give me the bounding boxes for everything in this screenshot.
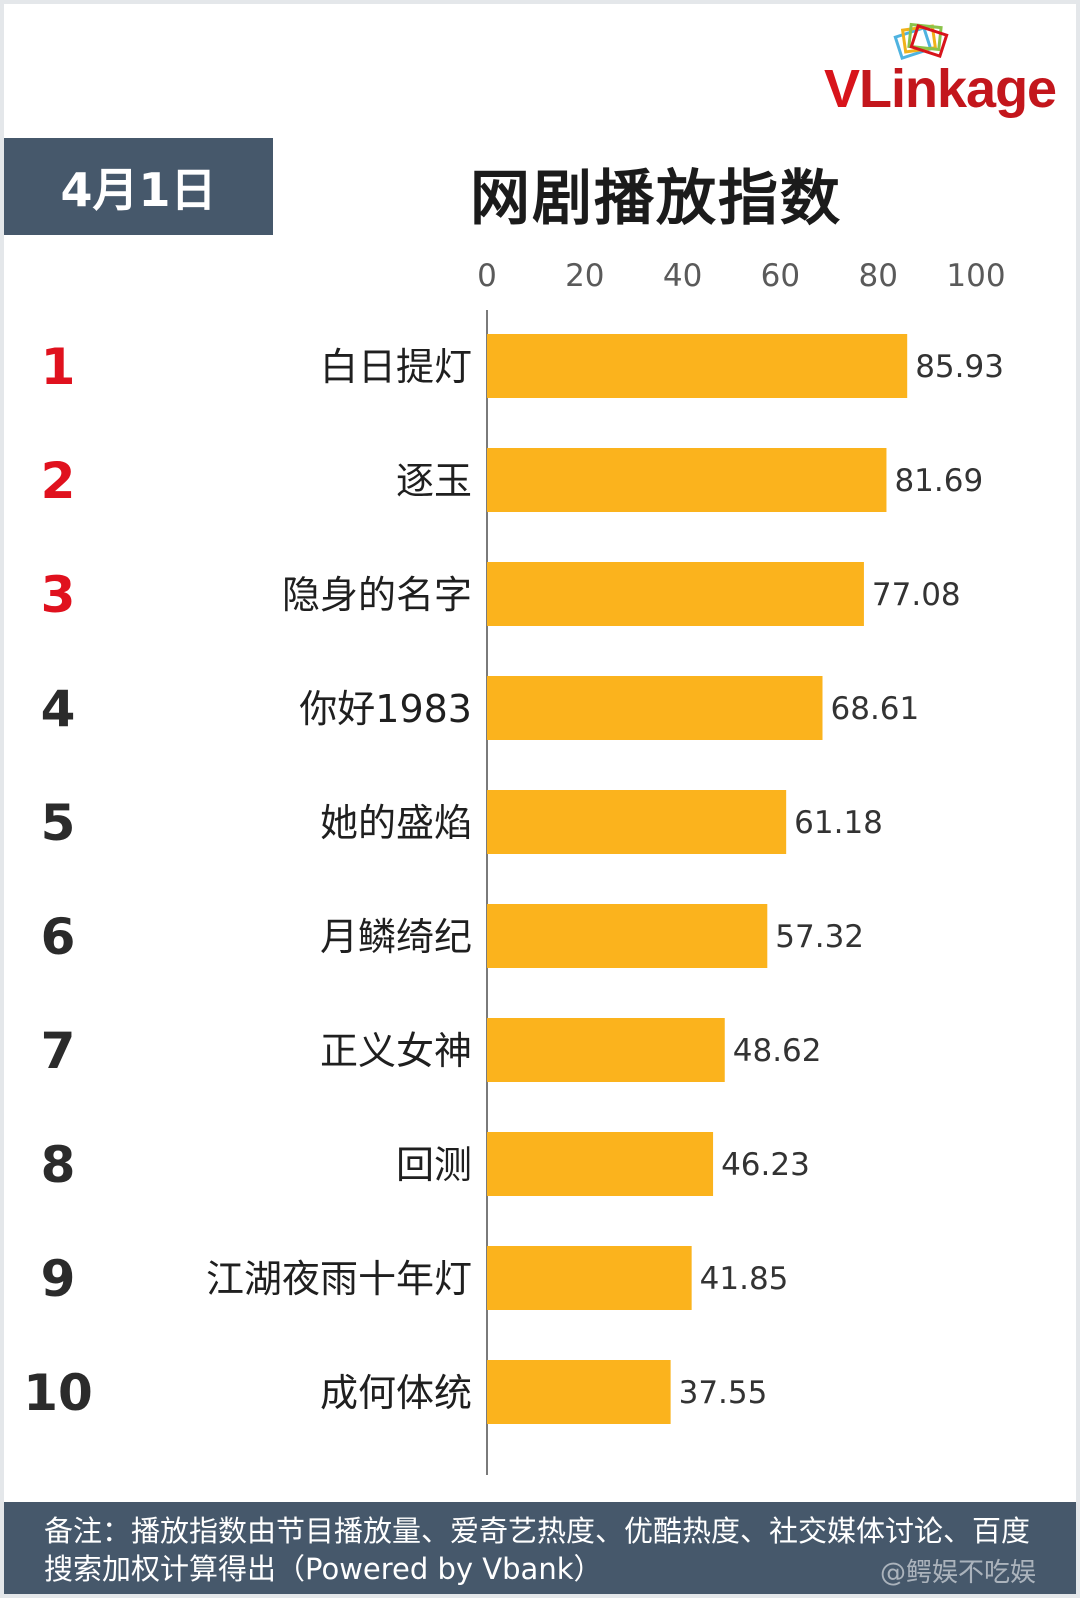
vlinkage-logo: VLinkage [820,20,1070,120]
chart-row: 2 逐玉 81.69 [41,448,983,512]
footer-note: 备注：播放指数由节目播放量、爱奇艺热度、优酷热度、社交媒体讨论、百度搜索加权计算… [44,1514,1031,1586]
bar [487,1018,725,1082]
chart-row: 8 回测 46.23 [41,1132,810,1196]
rank-label: 9 [41,1250,76,1308]
value-label: 46.23 [721,1147,810,1183]
x-tick-label: 20 [565,258,604,294]
category-label: 逐玉 [396,459,472,503]
chart-row: 5 她的盛焰 61.18 [41,790,883,854]
category-label: 回测 [396,1143,472,1187]
bar [487,790,787,854]
chart-row: 3 隐身的名字 77.08 [41,562,961,626]
chart-row: 10 成何体统 37.55 [23,1360,767,1424]
value-label: 57.32 [775,919,864,955]
bar [487,1360,671,1424]
footer-note-panel: 备注：播放指数由节目播放量、爱奇艺热度、优酷热度、社交媒体讨论、百度搜索加权计算… [4,1502,1076,1594]
rank-label: 1 [41,338,76,396]
value-label: 61.18 [794,805,883,841]
rank-label: 8 [41,1136,76,1194]
rank-label: 7 [41,1022,76,1080]
chart-row: 1 白日提灯 85.93 [41,334,1004,398]
logo-frames-icon [893,22,949,60]
x-axis-ticks: 0 20 40 60 80 100 [477,258,1005,294]
value-label: 41.85 [700,1261,789,1297]
value-label: 81.69 [894,463,983,499]
value-label: 48.62 [733,1033,822,1069]
category-label: 月鳞绮纪 [320,915,472,959]
value-label: 77.08 [872,577,961,613]
chart-row: 7 正义女神 48.62 [41,1018,822,1082]
rank-label: 2 [41,452,76,510]
value-label: 68.61 [831,691,920,727]
bar [487,676,823,740]
bar-rows: 1 白日提灯 85.93 2 逐玉 81.69 3 隐身的名字 77.08 4 你好1983 68.6… [23,334,1004,1424]
category-label: 她的盛焰 [320,801,472,845]
chart-title: 网剧播放指数 [470,164,842,234]
rank-label: 10 [23,1364,93,1422]
x-tick-label: 80 [858,258,897,294]
category-label: 江湖夜雨十年灯 [206,1257,472,1301]
x-tick-label: 100 [946,258,1005,294]
bar [487,334,908,398]
category-label: 隐身的名字 [282,573,472,617]
chart-row: 4 你好1983 68.61 [41,676,920,740]
category-label: 成何体统 [320,1371,472,1415]
bar-chart: 0 20 40 60 80 100 1 白日提灯 85.93 2 逐玉 81.69 3 隐身的名字 77.… [23,258,1006,1475]
date-badge: 4月1日 [4,138,273,235]
category-label: 你好1983 [299,687,472,731]
bar [487,1132,714,1196]
bar [487,448,887,512]
x-tick-label: 40 [663,258,702,294]
value-label: 85.93 [915,349,1004,385]
rank-label: 6 [41,908,76,966]
bar [487,1246,692,1310]
chart-row: 6 月鳞绮纪 57.32 [41,904,864,968]
category-label: 正义女神 [320,1029,472,1073]
category-label: 白日提灯 [320,345,472,389]
chart-row: 9 江湖夜雨十年灯 41.85 [41,1246,789,1310]
logo-text: VLinkage [824,59,1057,119]
rank-label: 3 [41,566,76,624]
bar [487,904,768,968]
x-tick-label: 60 [761,258,800,294]
x-tick-label: 0 [477,258,497,294]
rank-label: 4 [41,680,76,738]
value-label: 37.55 [679,1375,768,1411]
bar [487,562,864,626]
rank-label: 5 [41,794,76,852]
watermark: @鳄娱不吃娱 [880,1558,1037,1588]
